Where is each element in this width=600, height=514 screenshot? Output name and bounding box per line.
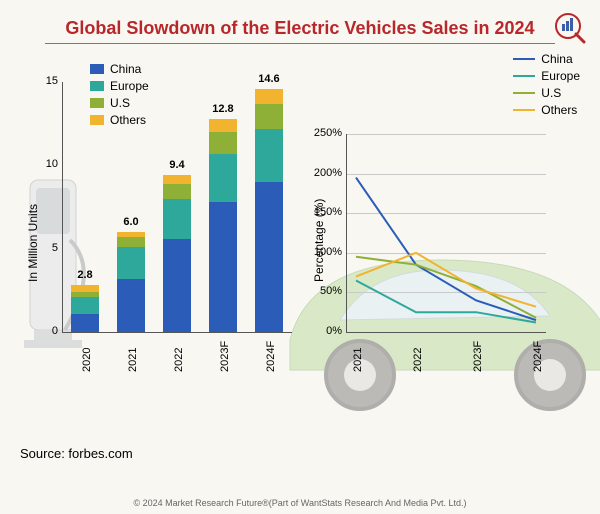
legend-label: China	[541, 52, 572, 66]
legend-item: Europe	[513, 69, 580, 83]
bar-segment	[71, 297, 99, 314]
bar-ytick: 0	[36, 325, 58, 337]
chart-title: Global Slowdown of the Electric Vehicles…	[16, 18, 584, 39]
bar-xtick: 2021	[127, 348, 139, 372]
line-legend: China Europe U.S Others	[513, 52, 580, 120]
line-xtick: 2021	[352, 348, 364, 372]
bar-segment	[117, 247, 145, 279]
legend-label: China	[110, 62, 141, 76]
source-label: Source: forbes.com	[20, 446, 133, 461]
line-xtick: 2023F	[472, 341, 484, 372]
legend-item: China	[90, 62, 149, 76]
bar-segment	[255, 182, 283, 332]
bar-total-label: 6.0	[113, 216, 149, 228]
legend-item: China	[513, 52, 580, 66]
legend-swatch	[513, 109, 535, 111]
bar-segment	[255, 104, 283, 129]
bar-segment	[163, 239, 191, 332]
legend-label: Europe	[541, 69, 580, 83]
line-ytick: 250%	[310, 127, 342, 139]
bar-plot-area: 0510152.820206.020219.4202212.82023F14.6…	[62, 82, 292, 332]
line-series	[356, 281, 536, 323]
line-xtick: 2022	[412, 348, 424, 372]
bar-segment	[209, 119, 237, 132]
bar-xtick: 2024F	[265, 341, 277, 372]
line-ytick: 100%	[310, 246, 342, 258]
line-chart: ChinaEuropeU.SOthers Percentage (%) 0%50…	[304, 62, 584, 392]
line-ytick: 150%	[310, 206, 342, 218]
copyright-text: © 2024 Market Research Future®(Part of W…	[0, 498, 600, 508]
bar-xtick: 2022	[173, 348, 185, 372]
line-plot-area: 0%50%100%150%200%250%202120222023F2024F	[346, 134, 546, 332]
legend-swatch	[513, 58, 535, 60]
bar-segment	[163, 175, 191, 183]
bar-segment	[209, 132, 237, 154]
legend-label: U.S	[541, 86, 561, 100]
line-ytick: 0%	[310, 325, 342, 337]
title-underline	[45, 43, 555, 44]
brand-logo	[554, 12, 586, 49]
bar-ytick: 5	[36, 242, 58, 254]
bar-total-label: 12.8	[205, 103, 241, 115]
bar-segment	[209, 154, 237, 202]
line-plot-svg	[346, 134, 546, 332]
legend-swatch	[513, 92, 535, 94]
bar-segment	[163, 199, 191, 239]
bar-ytick: 15	[36, 75, 58, 87]
bar-xtick: 2023F	[219, 341, 231, 372]
bar-segment	[117, 279, 145, 332]
line-ytick: 200%	[310, 167, 342, 179]
line-ytick: 50%	[310, 285, 342, 297]
bar-segment	[71, 292, 99, 297]
bar-ytick: 10	[36, 158, 58, 170]
bar-total-label: 14.6	[251, 73, 287, 85]
legend-swatch	[90, 64, 104, 74]
bar-total-label: 9.4	[159, 159, 195, 171]
bar-segment	[209, 202, 237, 332]
bar-segment	[117, 232, 145, 237]
legend-item: U.S	[513, 86, 580, 100]
bar-xtick: 2020	[81, 348, 93, 372]
bar-segment	[255, 89, 283, 104]
bar-total-label: 2.8	[67, 269, 103, 281]
bar-segment	[163, 184, 191, 199]
bar-segment	[71, 285, 99, 292]
bar-segment	[71, 314, 99, 332]
legend-item: Others	[513, 103, 580, 117]
bar-segment	[117, 237, 145, 247]
bar-chart: ChinaEuropeU.SOthers In Million Units 05…	[16, 62, 296, 392]
bar-segment	[255, 129, 283, 182]
legend-swatch	[513, 75, 535, 77]
line-xtick: 2024F	[532, 341, 544, 372]
legend-label: Others	[541, 103, 577, 117]
